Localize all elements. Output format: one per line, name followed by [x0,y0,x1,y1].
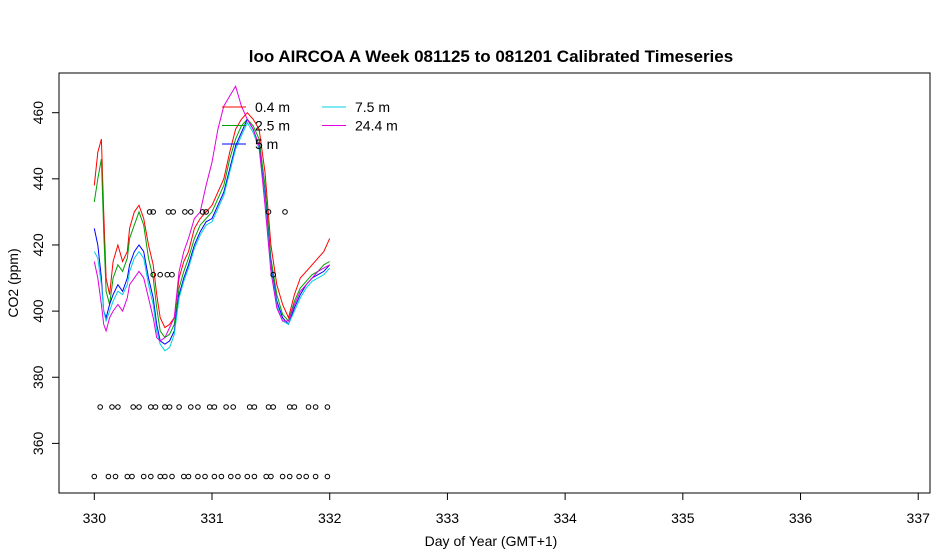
marker-point [286,473,293,480]
marker-point [195,473,201,480]
x-tick-label: 337 [907,510,931,526]
marker-point [230,404,236,410]
marker-point [148,473,154,480]
legend-label: 2.5 m [255,118,290,134]
marker-point [195,404,201,410]
marker-point [270,404,277,410]
x-tick-label: 336 [789,510,813,526]
marker-point [251,404,258,410]
marker-point [223,404,229,410]
marker-point [176,404,182,410]
marker-point [199,209,206,215]
marker-point [203,209,209,215]
series-line-2-5-m [93,118,330,339]
marker-point [270,271,277,278]
marker-point [211,404,218,410]
marker-point [218,473,225,480]
legend-label: 0.4 m [255,99,290,115]
marker-point [166,404,173,410]
y-tick-label: 460 [30,101,46,125]
marker-point [157,271,163,278]
marker-point [162,473,168,480]
y-axis-label: CO2 (ppm) [5,248,21,317]
marker-point [324,473,331,480]
marker-point [188,404,194,410]
y-axis: 360 380 400 420 440 460 [30,101,59,455]
marker-point [109,404,115,410]
marker-point [150,271,156,278]
x-axis-label: Day of Year (GMT+1) [425,533,558,549]
y-tick-label: 400 [30,299,46,323]
marker-point [265,209,272,215]
x-axis: 330 331 332 333 334 335 336 337 [83,493,930,526]
marker-point [170,209,176,215]
marker-point [169,271,175,278]
marker-point [312,404,319,410]
marker-point [185,473,192,480]
marker-point [324,404,331,410]
marker-point [305,404,312,410]
marker-point [291,404,298,410]
x-tick-label: 332 [318,510,342,526]
marker-point [91,473,98,480]
marker-points [91,209,331,480]
marker-point [152,404,159,410]
marker-point [244,473,251,480]
marker-point [228,473,234,480]
marker-point [182,209,188,215]
marker-point [251,473,258,480]
marker-point [282,209,288,215]
legend: 0.4 m 2.5 m 5 m 7.5 m 24.4 m [222,99,398,152]
marker-point [140,473,147,480]
marker-point [279,473,286,480]
series-line-7-5-m [93,121,331,352]
marker-point [188,209,194,215]
x-tick-label: 330 [83,510,107,526]
marker-point [130,404,136,410]
y-tick-label: 440 [30,167,46,191]
marker-point [112,473,119,480]
x-tick-label: 335 [671,510,695,526]
marker-point [115,404,121,410]
marker-point [97,404,103,410]
marker-point [136,404,142,410]
series-line-5-m [93,118,331,345]
chart-title: loo AIRCOA A Week 081125 to 081201 Calib… [249,47,733,66]
marker-point [312,473,319,480]
marker-point [129,473,135,480]
marker-point [202,473,208,480]
series-line-0-4-m [93,111,331,329]
x-tick-label: 334 [553,510,577,526]
y-tick-label: 380 [30,365,46,389]
plot-frame [58,72,931,494]
marker-point [105,473,112,480]
y-tick-label: 360 [30,432,46,456]
marker-point [235,473,241,480]
marker-point [303,473,310,480]
series-lines [93,84,331,352]
marker-point [211,473,218,480]
x-tick-label: 333 [436,510,460,526]
marker-point [169,473,175,480]
marker-point [268,473,274,480]
marker-point [146,209,153,215]
series-line-24-4-m [93,84,330,342]
marker-point [150,209,156,215]
marker-point [296,473,302,480]
legend-label: 24.4 m [355,118,398,134]
legend-label: 7.5 m [355,99,390,115]
x-tick-label: 331 [200,510,224,526]
legend-label: 5 m [255,136,278,152]
y-tick-label: 420 [30,233,46,257]
